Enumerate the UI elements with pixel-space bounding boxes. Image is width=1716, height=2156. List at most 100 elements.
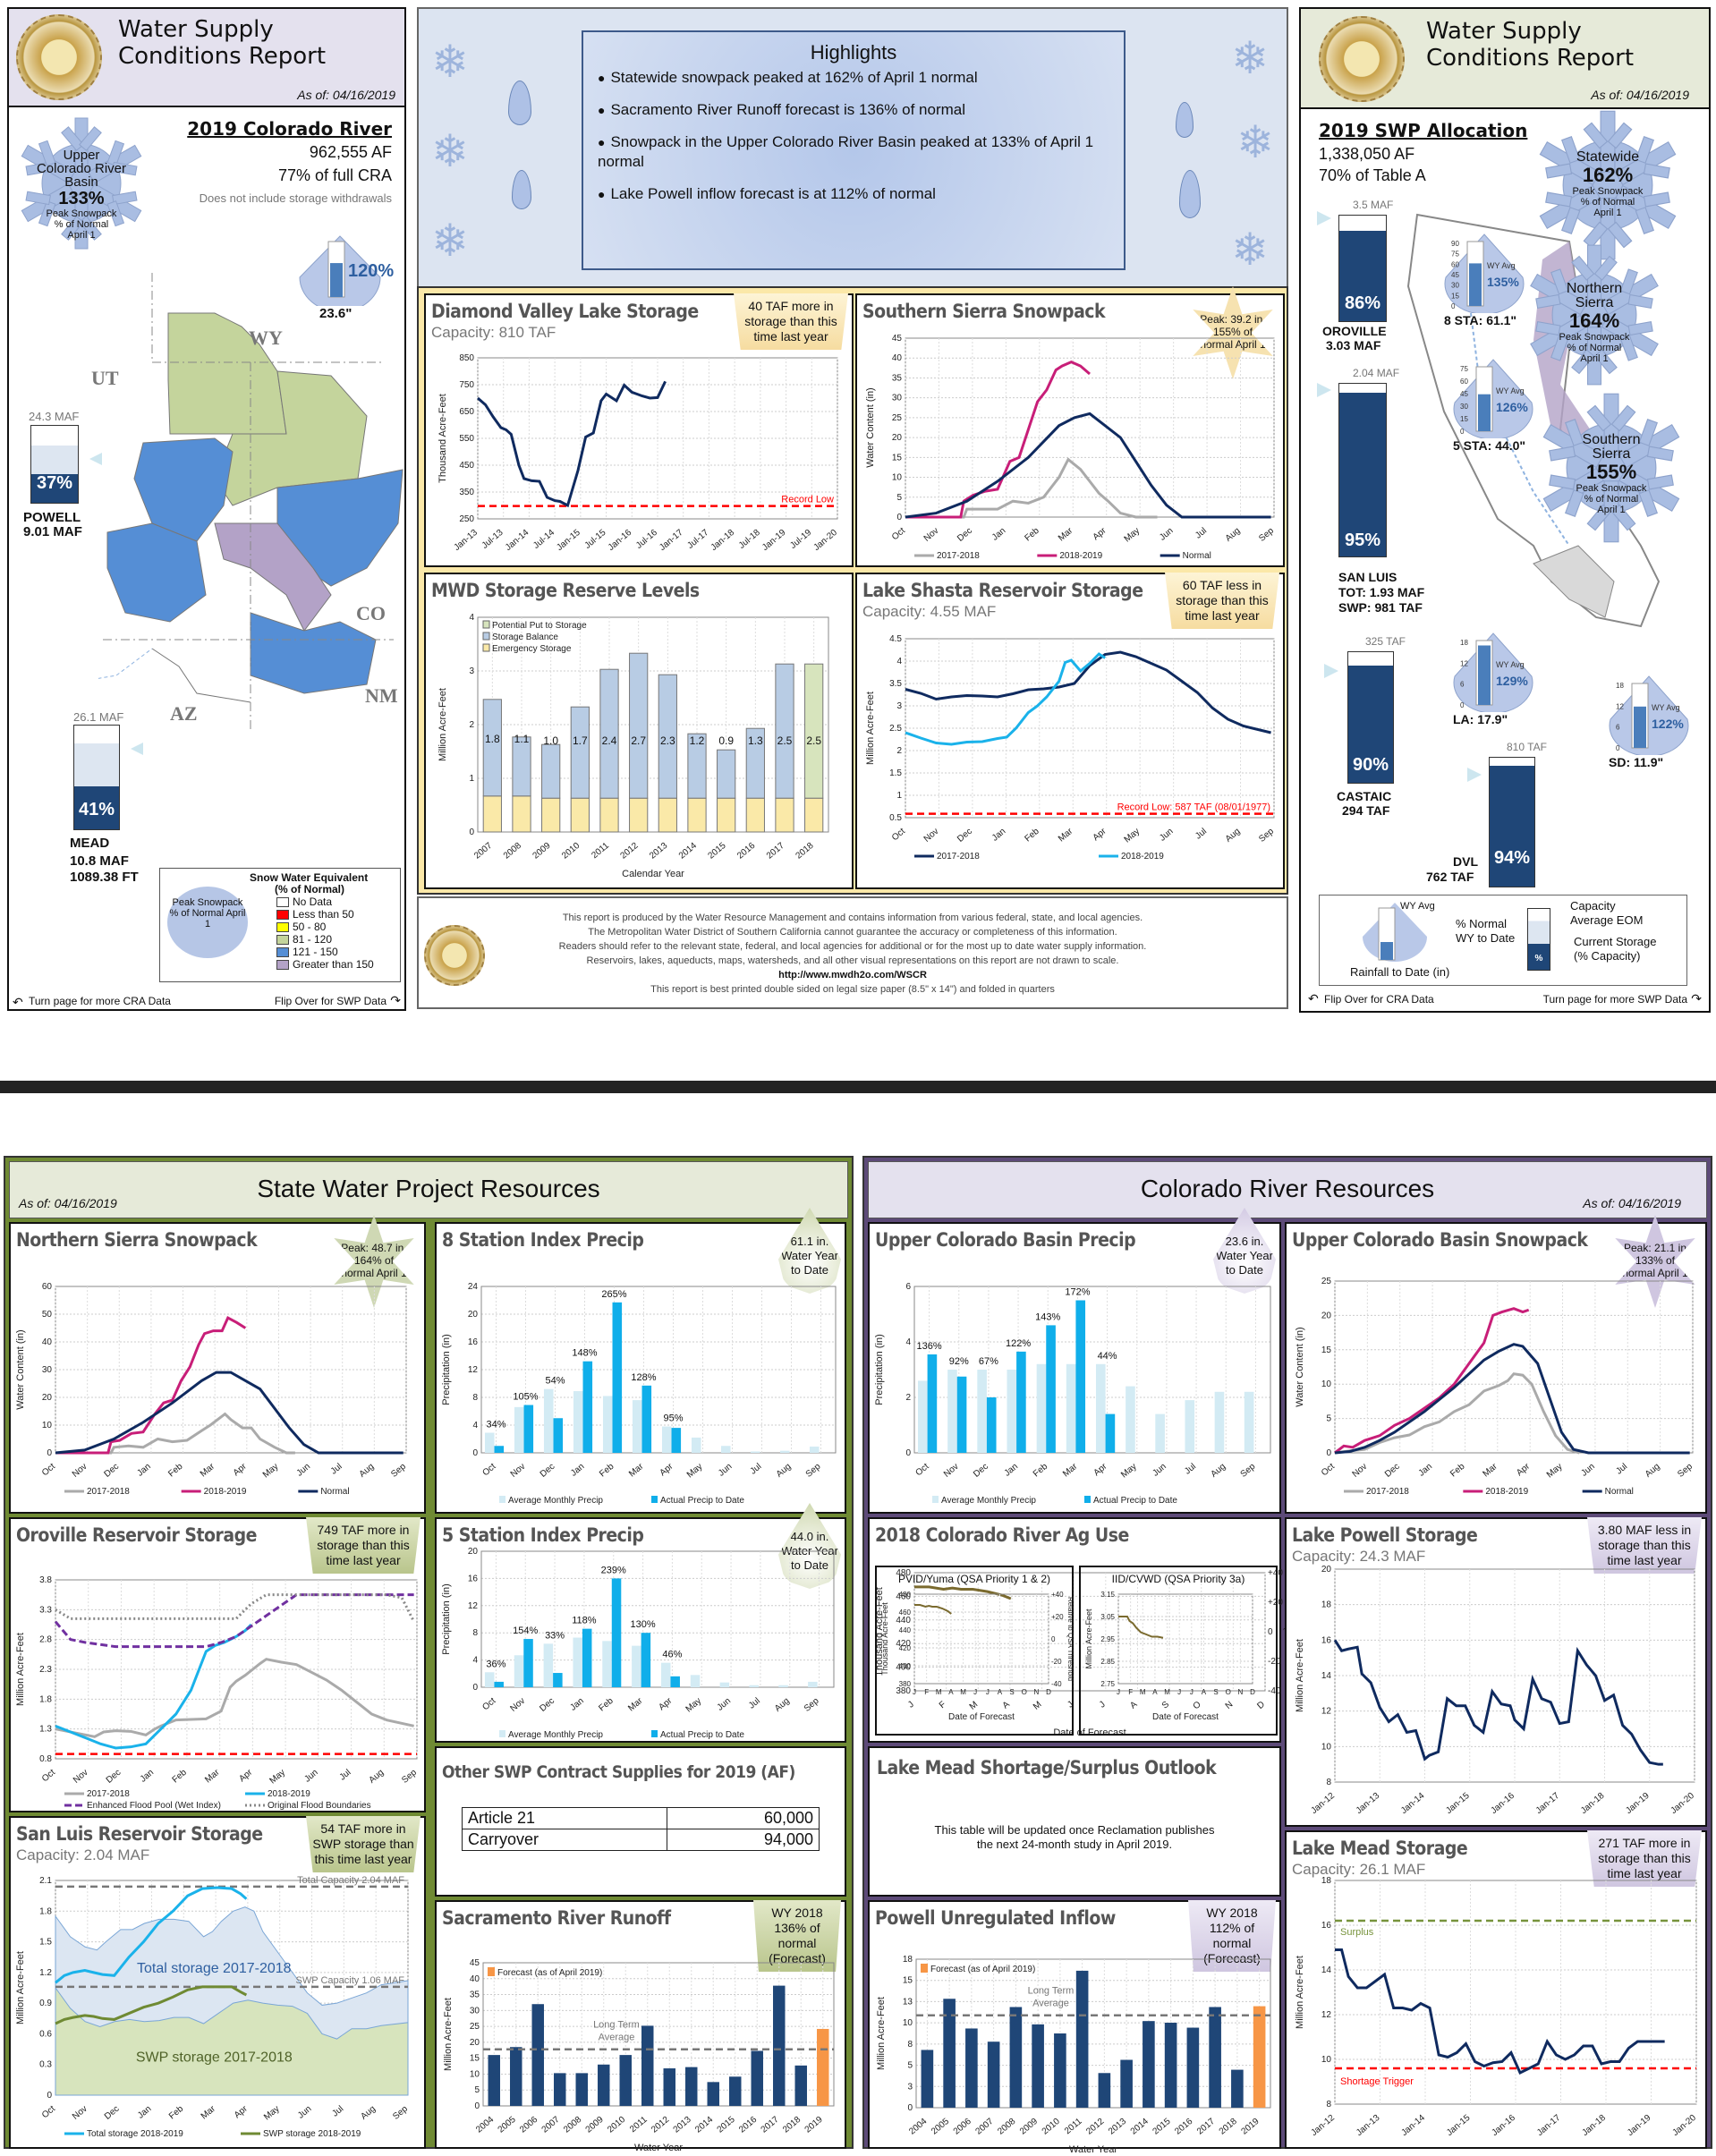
snowflake-pct: 164% <box>1568 310 1620 333</box>
y-tick-label: 25 <box>470 2022 480 2032</box>
powell-name: POWELL <box>23 510 81 525</box>
y-tick-label: 0 <box>469 828 474 837</box>
y-axis-label: Million Acre-Feet <box>15 1951 26 2024</box>
y-tick-label: 5 <box>474 2085 480 2095</box>
snowflake-statewide: Statewide 162% Peak Snowpack% of Normal Apr… <box>1532 109 1684 261</box>
x-tick-label: 2004 <box>474 2115 496 2135</box>
bar <box>751 2050 763 2106</box>
y2-tick-label: +40 <box>1268 1568 1283 1578</box>
chart-legend: 2017-2018 2018-2019 Normal <box>914 551 1211 561</box>
y-tick-label: 10 <box>1321 1379 1332 1389</box>
bar-emergency-storage <box>717 797 736 833</box>
decor-raindrop-icon <box>512 170 531 209</box>
bar-data-label: 143% <box>1035 1311 1060 1322</box>
bar-data-label: 95% <box>663 1413 683 1424</box>
bar-actual <box>1016 1351 1026 1453</box>
x-tick-label: Nov <box>71 2104 89 2122</box>
bar-average <box>1066 1363 1076 1453</box>
y-tick-label: 8 <box>1326 2100 1331 2109</box>
decor-snowflake-icon: ❄ <box>431 126 469 176</box>
x-tick-label: Nov <box>922 827 941 845</box>
chart-panel-5sta: 5 Station Index Precip 44.0 in. Water Yea… <box>435 1503 846 1743</box>
branch <box>1610 504 1636 531</box>
y-tick-label: 4 <box>896 657 902 666</box>
page-divider <box>0 1081 1716 1093</box>
x-tick-label: Mar <box>200 2103 218 2121</box>
x-tick-label: Jul <box>330 2104 345 2119</box>
bar <box>663 2068 675 2106</box>
bar-emergency-storage <box>804 797 824 833</box>
disclaimer-line: The Metropolitan Water District of South… <box>588 927 1117 938</box>
legend-swatch <box>488 1967 495 1976</box>
x-tick-label: May <box>262 2104 282 2123</box>
powell-value: 9.01 MAF <box>23 524 82 539</box>
x-tick-label: 2011 <box>628 2115 650 2135</box>
website-link[interactable]: http://www.mwdh2o.com/WSCR <box>778 970 927 980</box>
bar-data-label: 2.5 <box>806 734 821 747</box>
legend-label: Actual Precip to Date <box>660 1730 744 1740</box>
powell-storage-gauge: 37% <box>30 425 79 504</box>
x-tick-label: Jan-16 <box>1489 1791 1516 1816</box>
series-line-total-storage-2018-2019 <box>55 1886 248 1984</box>
footer-right-link[interactable]: Flip Over for SWP Data <box>274 995 387 1007</box>
highlights-title: Highlights <box>810 41 897 64</box>
bar-data-label: 1.1 <box>514 733 530 745</box>
x-tick-label: Sep <box>400 1768 419 1786</box>
snowflake-arm <box>1542 419 1604 469</box>
series-line-storage <box>1333 1639 1663 1766</box>
comparison-callout: 54 TAF more in SWP storage than this tim… <box>306 1816 421 1872</box>
highlight-item: ● Sacramento River Runoff forecast is 136… <box>598 100 1109 120</box>
y-tick-label: 250 <box>459 514 474 524</box>
decor-snowflake-icon: ❄ <box>1236 117 1274 167</box>
y-tick-label: 50 <box>42 1310 53 1320</box>
y-tick-label: 16 <box>1321 1635 1332 1645</box>
reference-label: SWP Capacity 1.06 MAF <box>296 1975 405 1986</box>
series-line-2018-2019 <box>55 1315 247 1455</box>
y2-tick-label: 0 <box>1268 1627 1273 1637</box>
y-tick-label: 24 <box>468 1282 479 1292</box>
series-line-2017-2018 <box>905 650 1271 734</box>
average-label: Long Term <box>1028 1986 1075 1997</box>
y-tick-label: 2.8 <box>39 1635 52 1645</box>
oroville-value: 3.03 MAF <box>1326 338 1381 352</box>
legend-pct: % <box>1534 954 1543 963</box>
bar <box>943 1999 956 2108</box>
panel-title: Other SWP Contract Supplies for 2019 (AF… <box>442 1762 795 1782</box>
x-tick-label: 2017 <box>1195 2117 1217 2137</box>
x-tick-label: Aug <box>1644 1462 1662 1480</box>
bar-actual <box>494 1446 505 1453</box>
y-tick-label: 14 <box>1321 1965 1332 1975</box>
snowflake-icon <box>1539 110 1677 260</box>
legend-tank: % <box>1527 908 1550 971</box>
report-title: Water Supply Conditions Report <box>1426 18 1635 72</box>
x-tick-label: 2007 <box>540 2115 562 2135</box>
storage-level <box>74 786 119 829</box>
footer-left-link[interactable]: Flip Over for CRA Data <box>1324 993 1434 1006</box>
snowflake-pct: 133% <box>58 189 105 208</box>
x-tick-label: Jun <box>1158 827 1175 844</box>
y-tick-label: 4 <box>472 1421 478 1430</box>
bar-average <box>779 1450 790 1453</box>
y-axis-label: Precipitation (in) <box>874 1334 885 1405</box>
bar-average <box>750 1451 760 1453</box>
x-tick-label: Jan-13 <box>1355 1791 1382 1816</box>
bar-storage-balance <box>512 736 531 797</box>
series-line-swp-storage-2018-2019 <box>55 1985 248 2025</box>
x-tick-label: 2007 <box>973 2117 995 2137</box>
precip-station-label: SD: 11.9" <box>1609 755 1664 769</box>
legend-label: 50 - 80 <box>293 921 327 933</box>
precip-drop-la: 18 12 6 0 WY Avg 129% LA: 17.9" <box>1444 632 1542 734</box>
ag-subchart: PVID/Yuma (QSA Priority 1 & 2) 380 400 420 4… <box>875 1566 1075 1736</box>
y-tick-label: 0 <box>907 2103 913 2113</box>
x-tick-label: Oct <box>40 2104 57 2121</box>
chart-svg: 0 0.3 0.6 0.9 1.2 1.5 1.8 2.1 Million Acre-Feet O… <box>15 1875 410 2139</box>
footer-left-link[interactable]: Turn page for more CRA Data <box>29 995 171 1007</box>
x-tick-label: N <box>1033 1688 1039 1696</box>
branch <box>1643 163 1670 179</box>
legend-swatch <box>276 947 289 958</box>
y-tick-label: 40 <box>470 1974 480 1984</box>
as-of-date: As of: 04/16/2019 <box>1583 1196 1681 1210</box>
x-tick-label: Oct <box>480 1696 497 1713</box>
footer-right-link[interactable]: Turn page for more SWP Data <box>1542 993 1687 1006</box>
y-tick-label: 5 <box>896 493 902 503</box>
